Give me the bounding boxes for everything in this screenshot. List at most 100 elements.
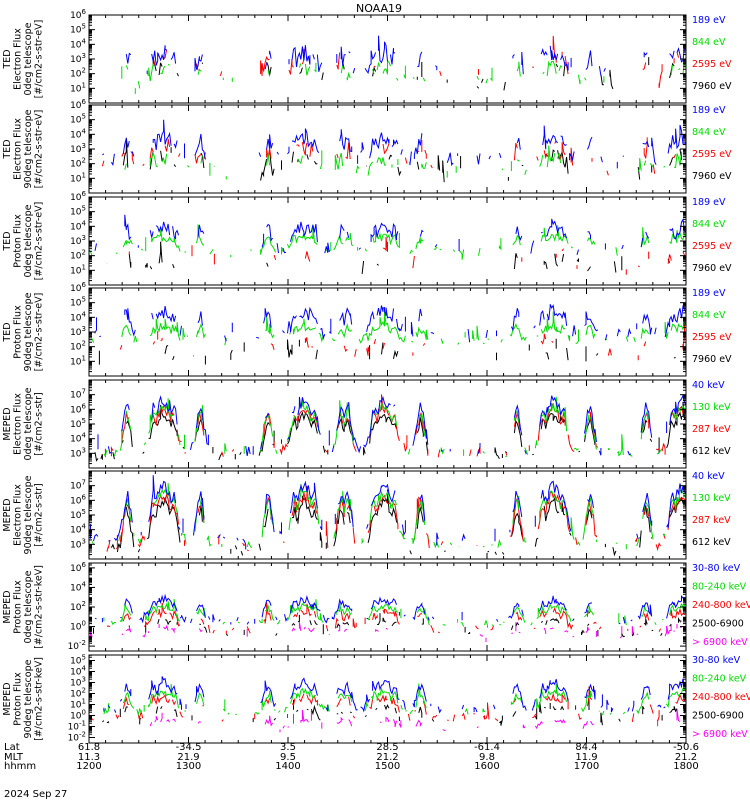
panel-frame xyxy=(88,654,687,744)
y-axis-label-line: [#/cm2-s-str-eV] xyxy=(34,202,45,281)
y-tick-label: 102 xyxy=(70,157,86,170)
y-tick-label: 101 xyxy=(70,698,86,711)
y-tick-label: 103 xyxy=(70,325,86,338)
y-tick-label: 101 xyxy=(70,354,86,367)
x-tick-label: 1600 xyxy=(474,761,499,772)
panel-series-group xyxy=(91,304,686,364)
y-tick-label: 103 xyxy=(70,676,86,689)
series-line-189-ev xyxy=(94,214,686,255)
series-line-844-ev xyxy=(121,59,686,94)
y-axis-label-line: [#/cm2-s-str-keV] xyxy=(34,565,45,649)
y-tick-label: 106 xyxy=(70,281,86,294)
x-tick-label: 1400 xyxy=(275,761,300,772)
x-tick-label: -61.4 xyxy=(474,742,500,753)
x-tick-label: 3.5 xyxy=(280,742,296,753)
y-axis-label: MEPED Proton Flux 0deg telescope [#/cm2-s-s… xyxy=(2,565,45,649)
legend-entry: 7960 eV xyxy=(692,263,732,274)
legend-entry: 240-800 keV xyxy=(692,692,750,703)
series-line-189-ev xyxy=(125,35,686,76)
y-axis-label-line: MEPED xyxy=(2,682,13,715)
x-tick-label: -50.6 xyxy=(673,742,699,753)
y-axis-label: TED Electron Flux 90deg telescope [#/cm2-s-… xyxy=(2,109,45,188)
y-tick-label: 10-2 xyxy=(68,639,86,652)
panel-series-group xyxy=(91,676,686,733)
x-tick-label: 9.8 xyxy=(479,752,495,763)
y-tick-label: 100 xyxy=(70,620,86,633)
legend-entry: > 6900 keV xyxy=(692,729,748,740)
legend-entry: 130 keV xyxy=(692,493,731,504)
legend-entry: 40 keV xyxy=(692,471,725,482)
legend-entry: 2595 eV xyxy=(692,332,732,343)
y-tick-label: 107 xyxy=(70,388,86,401)
y-axis-label-line: TED xyxy=(2,49,13,69)
x-tick-label: 1700 xyxy=(574,761,599,772)
series-line--6900-kev xyxy=(149,709,681,733)
legend-entry: 287 keV xyxy=(692,424,731,435)
panel-frame xyxy=(88,379,687,469)
y-axis-label-line: TED xyxy=(2,139,13,159)
x-tick-label: 84.4 xyxy=(575,742,597,753)
legend-entry: 80-240 keV xyxy=(692,674,747,685)
legend-entry: 7960 eV xyxy=(692,354,732,365)
y-axis-label-line: [#/cm2-s-str-keV] xyxy=(34,657,45,741)
x-row-label: Lat xyxy=(4,742,20,753)
y-tick-label: 10-1 xyxy=(68,720,86,733)
panel-frame xyxy=(88,196,687,286)
y-tick-label: 101 xyxy=(70,81,86,94)
y-axis-label-line: 0deg telescope xyxy=(23,204,34,277)
y-axis-label-line: 0deg telescope xyxy=(23,22,34,95)
legend-entry: 844 eV xyxy=(692,310,726,321)
y-tick-label: 104 xyxy=(70,127,86,140)
y-axis-label-line: Electron Flux xyxy=(13,118,24,180)
y-axis-label-line: Electron Flux xyxy=(13,484,24,546)
series-line-612-kev xyxy=(94,401,686,462)
y-tick-label: 107 xyxy=(70,479,86,492)
y-axis-label-line: 90deg telescope xyxy=(23,475,34,554)
legend-entry: 30-80 keV xyxy=(692,655,741,666)
series-line-189-ev xyxy=(102,119,686,169)
panel-series-group xyxy=(89,214,686,275)
y-axis-label-line: MEPED xyxy=(2,590,13,623)
x-row-label: hhmm xyxy=(4,761,36,772)
y-tick-label: 103 xyxy=(70,234,86,247)
series-line-287-kev xyxy=(106,486,686,552)
y-tick-label: 105 xyxy=(70,508,86,521)
series-line-80-240-kev xyxy=(103,683,686,717)
x-tick-label: 61.8 xyxy=(78,742,100,753)
x-tick-label: 21.2 xyxy=(675,752,697,763)
x-row-label: MLT xyxy=(4,752,24,763)
x-tick-label: 1300 xyxy=(176,761,201,772)
y-tick-label: 103 xyxy=(70,52,86,65)
y-tick-label: 10-2 xyxy=(68,731,86,744)
panel-series-group xyxy=(89,593,686,643)
panel-frame xyxy=(88,562,687,652)
y-axis-label-line: [#/cm2-s-str-eV] xyxy=(34,110,45,189)
legend-entry: 844 eV xyxy=(692,127,726,138)
y-tick-label: 104 xyxy=(70,219,86,232)
series-line-2595-ev xyxy=(128,237,685,275)
y-tick-label: 102 xyxy=(70,600,86,613)
y-axis-label-line: [#/cm2-s-str-eV] xyxy=(34,20,45,99)
series-line-2595-ev xyxy=(102,137,686,175)
x-tick-label: 1200 xyxy=(76,761,101,772)
series-line-30-80-kev xyxy=(103,676,686,714)
y-axis-label-line: MEPED xyxy=(2,498,13,531)
series-line-844-ev xyxy=(125,146,685,180)
x-tick-label: 21.9 xyxy=(177,752,199,763)
panel-7: 10-2 100 102 104 106 MEPED Proton Flux 0deg tel… xyxy=(2,561,750,652)
y-axis-label: MEPED Proton Flux 90deg telescope [#/cm2-s-… xyxy=(2,657,45,741)
y-axis-label-line: 90deg telescope xyxy=(23,659,34,738)
y-tick-label: 104 xyxy=(70,523,86,536)
legend-entry: 612 keV xyxy=(692,446,731,457)
x-tick-label: 1800 xyxy=(673,761,698,772)
series-line-612-kev xyxy=(110,489,686,557)
series-line-40-kev xyxy=(89,393,686,456)
x-tick-label: 1500 xyxy=(375,761,400,772)
y-axis-label: TED Electron Flux 0deg telescope [#/cm2-s-s… xyxy=(2,20,45,99)
y-tick-label: 105 xyxy=(70,654,86,667)
y-axis-label: TED Proton Flux 0deg telescope [#/cm2-s-str… xyxy=(2,202,45,281)
